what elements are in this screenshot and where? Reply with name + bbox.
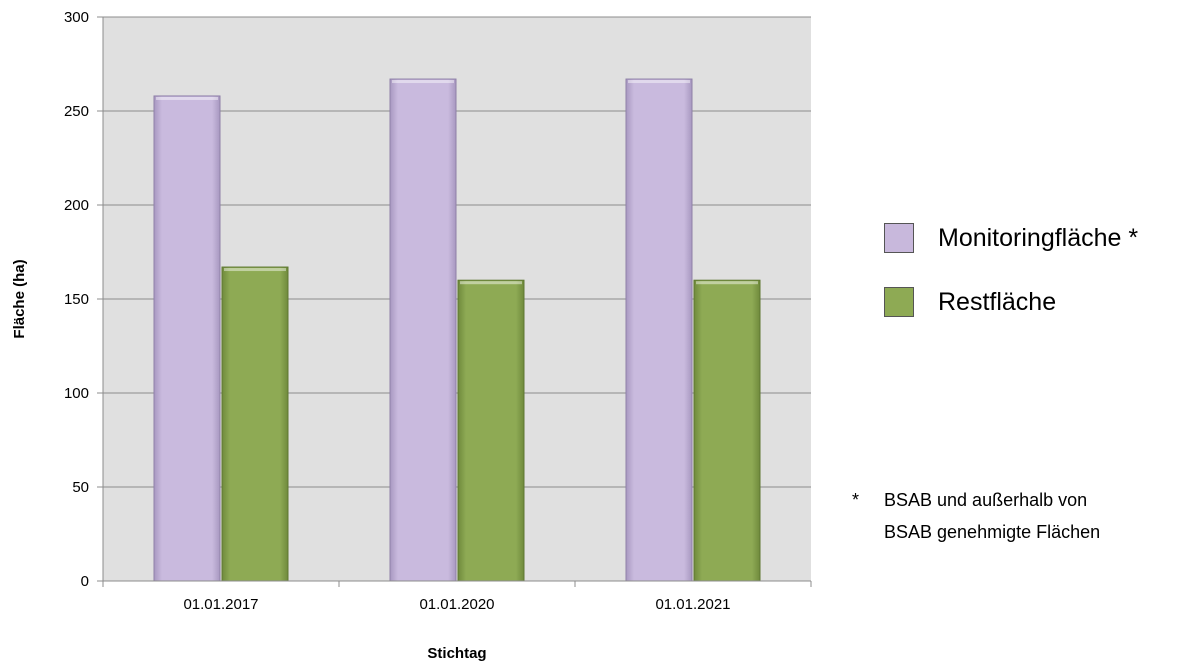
y-tick-label: 300 xyxy=(64,9,89,26)
legend: Monitoringfläche * Restfläche xyxy=(884,218,1138,346)
y-tick-label: 0 xyxy=(81,573,89,590)
bar-highlight xyxy=(628,80,690,84)
legend-swatch-restflaeche xyxy=(884,287,914,317)
bar-restflaeche-01.01.2021 xyxy=(693,279,761,582)
bar-highlight xyxy=(696,281,758,285)
bars xyxy=(153,78,761,582)
footnote-text: BSAB und außerhalb von BSAB genehmigte F… xyxy=(884,490,1101,542)
legend-label-restflaeche: Restfläche xyxy=(938,287,1057,316)
x-axis-title: Stichtag xyxy=(427,645,486,662)
y-axis-title: Fläche (ha) xyxy=(11,259,28,338)
x-tick-labels: 01.01.2017 01.01.2020 01.01.2021 xyxy=(183,596,730,613)
y-tick-label: 50 xyxy=(72,479,89,496)
bar-monitoringflaeche-01.01.2017 xyxy=(153,95,221,582)
y-tick-label: 200 xyxy=(64,197,89,214)
y-tick-label: 250 xyxy=(64,103,89,120)
x-tick-label: 01.01.2020 xyxy=(419,596,494,613)
legend-item-monitoringflaeche: Monitoringfläche * xyxy=(884,218,1138,258)
bar-highlight xyxy=(156,96,218,100)
y-tick-label: 150 xyxy=(64,291,89,308)
bar-highlight xyxy=(392,80,454,84)
legend-label-monitoringflaeche: Monitoringfläche * xyxy=(938,223,1139,252)
x-tick-label: 01.01.2017 xyxy=(183,596,258,613)
bar-restflaeche-01.01.2017 xyxy=(221,266,289,582)
footnote: * BSAB und außerhalb von BSAB genehmigte… xyxy=(852,484,1100,548)
bar-monitoringflaeche-01.01.2021 xyxy=(625,78,693,582)
gridlines xyxy=(97,16,812,587)
legend-item-restflaeche: Restfläche xyxy=(884,282,1138,322)
y-tick-labels: 0 50 100 150 200 250 300 xyxy=(64,9,89,590)
legend-swatch-monitoringflaeche xyxy=(884,223,914,253)
x-tick-label: 01.01.2021 xyxy=(655,596,730,613)
footnote-marker: * xyxy=(852,490,860,510)
axes xyxy=(102,17,811,582)
bar-highlight xyxy=(460,281,522,285)
bar-restflaeche-01.01.2020 xyxy=(457,279,525,582)
bar-highlight xyxy=(224,268,286,272)
bar-monitoringflaeche-01.01.2020 xyxy=(389,78,457,582)
y-tick-label: 100 xyxy=(64,385,89,402)
